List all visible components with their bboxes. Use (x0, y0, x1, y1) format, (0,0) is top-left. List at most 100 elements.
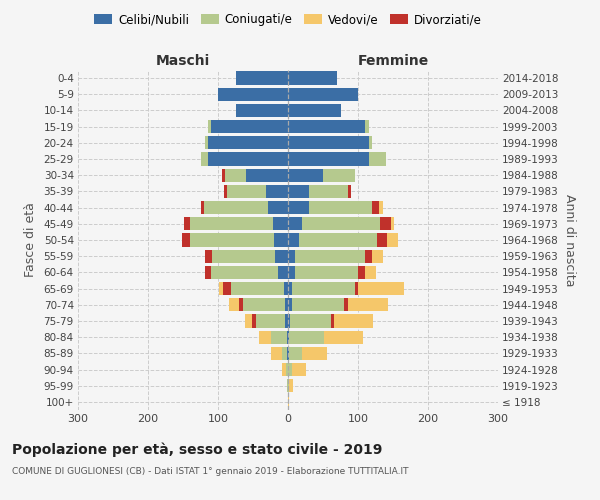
Bar (288, 396, 289, 408)
Bar (288, 330, 289, 344)
Bar (208, 120, 211, 134)
Bar (284, 298, 288, 312)
Bar (288, 136, 368, 149)
Bar (290, 314, 331, 328)
Bar (288, 298, 292, 312)
Bar (245, 314, 251, 328)
Bar (323, 168, 355, 182)
Bar (235, 72, 288, 85)
Bar (377, 234, 388, 246)
Bar (284, 282, 288, 295)
Bar (292, 363, 305, 376)
Bar (288, 72, 337, 85)
Bar (285, 314, 288, 328)
Y-axis label: Anni di nascita: Anni di nascita (563, 194, 575, 286)
Bar (286, 363, 288, 376)
Bar (282, 346, 287, 360)
Bar (225, 168, 246, 182)
Text: Popolazione per età, sesso e stato civile - 2019: Popolazione per età, sesso e stato civil… (12, 442, 382, 457)
Bar (256, 314, 285, 328)
Bar (182, 234, 190, 246)
Bar (221, 168, 225, 182)
Bar (268, 201, 288, 214)
Y-axis label: Fasce di età: Fasce di età (23, 202, 37, 278)
Bar (288, 314, 290, 328)
Bar (220, 282, 223, 295)
Bar (372, 201, 379, 214)
Bar (287, 379, 288, 392)
Bar (200, 201, 204, 214)
Bar (388, 234, 398, 246)
Bar (235, 104, 288, 117)
Bar (309, 185, 347, 198)
Bar (372, 250, 383, 263)
Bar (347, 185, 351, 198)
Bar (302, 346, 326, 360)
Bar (271, 346, 282, 360)
Bar (358, 282, 404, 295)
Bar (212, 250, 275, 263)
Bar (288, 379, 289, 392)
Bar (288, 152, 368, 166)
Bar (251, 314, 256, 328)
Bar (358, 266, 365, 279)
Bar (295, 250, 365, 263)
Legend: Celibi/Nubili, Coniugati/e, Vedovi/e, Divorziati/e: Celibi/Nubili, Coniugati/e, Vedovi/e, Di… (89, 8, 487, 31)
Bar (289, 379, 293, 392)
Bar (292, 282, 355, 295)
Bar (379, 201, 383, 214)
Bar (259, 330, 271, 344)
Bar (211, 266, 277, 279)
Bar (355, 282, 358, 295)
Bar (224, 185, 227, 198)
Bar (344, 298, 347, 312)
Bar (288, 346, 289, 360)
Bar (365, 120, 368, 134)
Bar (274, 234, 288, 246)
Bar (275, 250, 288, 263)
Bar (277, 266, 288, 279)
Bar (190, 234, 274, 246)
Bar (368, 136, 372, 149)
Bar (289, 330, 325, 344)
Bar (288, 250, 295, 263)
Bar (391, 217, 394, 230)
Bar (246, 168, 288, 182)
Bar (211, 120, 288, 134)
Bar (295, 266, 358, 279)
Bar (288, 88, 358, 101)
Text: Femmine: Femmine (358, 54, 428, 68)
Bar (325, 330, 363, 344)
Bar (289, 346, 302, 360)
Bar (288, 217, 302, 230)
Bar (271, 330, 287, 344)
Bar (299, 234, 377, 246)
Bar (287, 330, 288, 344)
Bar (368, 152, 386, 166)
Bar (184, 217, 190, 230)
Bar (287, 346, 288, 360)
Bar (380, 217, 391, 230)
Bar (205, 136, 208, 149)
Bar (288, 282, 292, 295)
Bar (302, 217, 380, 230)
Bar (239, 298, 242, 312)
Bar (266, 185, 288, 198)
Bar (288, 168, 323, 182)
Bar (205, 266, 211, 279)
Bar (190, 217, 272, 230)
Bar (334, 314, 373, 328)
Bar (365, 266, 376, 279)
Bar (218, 88, 288, 101)
Text: COMUNE DI GUGLIONESI (CB) - Dati ISTAT 1° gennaio 2019 - Elaborazione TUTTITALIA: COMUNE DI GUGLIONESI (CB) - Dati ISTAT 1… (12, 468, 409, 476)
Bar (288, 120, 365, 134)
Bar (283, 363, 286, 376)
Bar (242, 298, 284, 312)
Bar (288, 201, 309, 214)
Bar (204, 201, 268, 214)
Bar (227, 185, 266, 198)
Bar (347, 298, 388, 312)
Bar (232, 282, 284, 295)
Bar (272, 217, 288, 230)
Bar (288, 266, 295, 279)
